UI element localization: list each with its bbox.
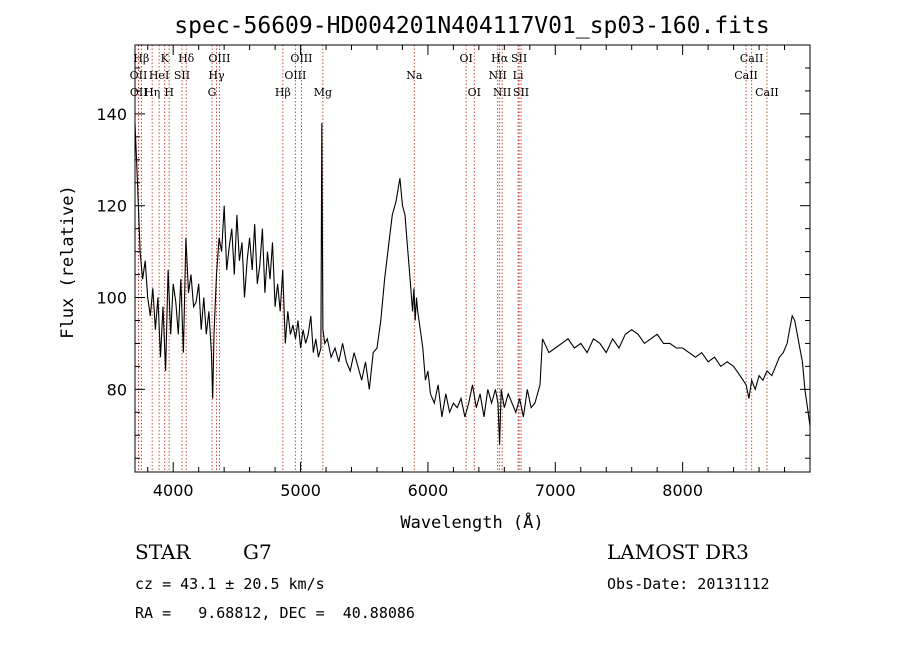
chart-title: spec-56609-HD004201N404117V01_sp03-160.f… (174, 13, 769, 39)
subclass: G7 (243, 540, 272, 564)
line-marker-label: SII (513, 86, 529, 99)
line-marker-label: Hβ (275, 86, 291, 99)
line-marker-label: Hα (491, 52, 509, 65)
object-class: STAR (135, 540, 191, 564)
x-tick-label: 6000 (408, 481, 449, 500)
line-marker-label: Hδ (178, 52, 195, 65)
y-tick-label: 120 (96, 197, 127, 216)
axis-ticks: 4000 5000 6000 7000 8000 80 100 120 140 (96, 45, 810, 500)
line-marker-label: CaII (734, 69, 758, 82)
line-marker-label: CaII (755, 86, 779, 99)
y-tick-label: 80 (107, 380, 127, 399)
line-marker-label: SII (511, 52, 527, 65)
x-axis-label: Wavelength (Å) (400, 511, 543, 533)
line-marker-label: Li (513, 69, 524, 82)
line-marker-label: OIII (290, 52, 312, 65)
line-marker-label: SII (174, 69, 190, 82)
line-marker-label: OII (130, 86, 148, 99)
line-marker-label: OIII (208, 52, 230, 65)
line-marker-label: G (208, 86, 217, 99)
x-tick-label: 7000 (535, 481, 576, 500)
y-tick-label: 140 (96, 105, 127, 124)
line-marker-label: OII (130, 69, 148, 82)
line-marker-label: Hβ (133, 52, 149, 65)
spectrum-line (134, 123, 811, 445)
line-marker-label: OI (468, 86, 481, 99)
line-marker-label: NII (489, 69, 507, 82)
coordinates: RA = 9.68812, DEC = 40.88086 (135, 604, 415, 622)
line-marker-label: K (161, 52, 170, 65)
line-marker-label: CaII (740, 52, 764, 65)
line-marker-label: Hγ (208, 69, 225, 82)
line-marker-label: Mg (314, 86, 332, 99)
line-marker-label: Na (406, 69, 423, 82)
x-tick-label: 5000 (280, 481, 321, 500)
line-marker-label: OIII (284, 69, 306, 82)
line-marker-label: NII (493, 86, 511, 99)
survey-name: LAMOST DR3 (607, 540, 749, 564)
x-tick-label: 4000 (153, 481, 194, 500)
plot-frame (134, 44, 811, 473)
line-marker-label: Hη (144, 86, 160, 99)
y-tick-label: 100 (96, 289, 127, 308)
plot-axes (134, 44, 811, 473)
line-marker-label: H (164, 86, 174, 99)
line-marker-label: HeI (149, 69, 169, 82)
y-axis-label: Flux (relative) (58, 185, 78, 339)
x-tick-label: 8000 (662, 481, 703, 500)
redshift-cz: cz = 43.1 ± 20.5 km/s (135, 575, 325, 593)
line-markers (137, 45, 768, 472)
line-marker-label: OI (459, 52, 472, 65)
obs-date: Obs-Date: 20131112 (607, 575, 770, 593)
